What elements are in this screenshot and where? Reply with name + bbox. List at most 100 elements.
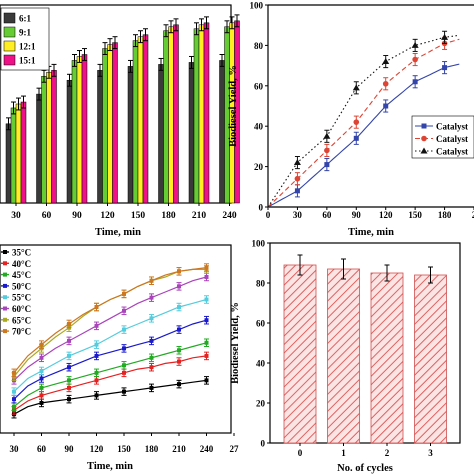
bar [198, 24, 205, 204]
legend-marker [3, 317, 7, 322]
data-point [122, 363, 126, 368]
y-tick-label: 40 [256, 359, 266, 369]
data-point [177, 348, 181, 353]
data-point [204, 353, 209, 358]
bar [188, 62, 195, 204]
series-line [267, 38, 460, 208]
data-point [122, 308, 126, 313]
data-point [94, 378, 99, 383]
bar [173, 24, 179, 204]
bar [10, 107, 17, 204]
data-point [352, 84, 360, 91]
data-point [353, 119, 360, 125]
data-point [149, 365, 154, 370]
series-line [13, 342, 207, 408]
bar [97, 70, 103, 204]
data-point [94, 342, 99, 347]
x-tick-label: 2 [385, 448, 390, 458]
y-tick-label: 80 [256, 279, 266, 289]
data-point [39, 342, 44, 347]
data-point [177, 327, 181, 332]
data-point [353, 135, 359, 141]
x-tick-label: 210 [172, 444, 186, 454]
x-tick-label: 150 [408, 210, 422, 220]
legend-marker [421, 123, 427, 129]
data-point [324, 147, 330, 154]
legend-marker [3, 272, 7, 277]
legend-label: 35°C [12, 248, 31, 258]
legend-marker [3, 329, 7, 334]
data-point [12, 389, 16, 394]
data-point [94, 393, 99, 398]
data-point [412, 79, 418, 85]
x-tick-label: 0 [298, 448, 303, 458]
bar [137, 36, 144, 204]
series-line [267, 34, 460, 208]
data-point [122, 327, 126, 332]
bar [132, 40, 139, 204]
bar [20, 101, 27, 204]
legend-marker [420, 147, 428, 154]
data-point [67, 378, 71, 383]
x-tick-label: 90 [65, 444, 75, 454]
legend-swatch [3, 54, 16, 66]
y-tick-label: 0 [261, 439, 266, 449]
bar [163, 30, 169, 204]
x-axis-label: Time, min [348, 227, 394, 238]
bar [5, 123, 12, 204]
data-point [382, 80, 389, 87]
data-point [149, 355, 154, 360]
bar [168, 26, 174, 204]
data-point [177, 382, 181, 387]
data-point [12, 404, 16, 409]
bar [41, 76, 47, 204]
data-point [67, 338, 71, 343]
bar [158, 64, 164, 204]
legend-label: 70°C [12, 327, 31, 337]
x-tick-label: 120 [90, 444, 104, 454]
x-tick-label: 240 [222, 211, 237, 221]
data-point [39, 385, 44, 390]
legend-label: Catalyst [436, 134, 468, 144]
series-line [13, 267, 207, 374]
plot-frame [269, 242, 461, 444]
y-axis-label: Biodiesel Yield, % [228, 65, 239, 147]
legend-swatch [3, 26, 16, 38]
x-axis-label: No. of cycles [337, 463, 393, 474]
data-point [122, 370, 126, 375]
data-point [149, 385, 154, 390]
bar [283, 264, 317, 444]
data-point [411, 41, 419, 48]
bar [102, 48, 108, 204]
data-point [149, 316, 154, 321]
data-point [94, 353, 99, 358]
x-tick-label: 3 [428, 448, 433, 458]
data-point [39, 368, 44, 373]
legend-marker [3, 306, 7, 311]
data-point [122, 346, 126, 351]
bar [112, 42, 118, 204]
data-point [67, 353, 71, 358]
y-tick-label: 60 [256, 319, 266, 329]
panel-line-temperature: 30 60 90 120 150 180 210 240 27 Time, min 35°C40°C… [0, 244, 239, 472]
data-point [204, 265, 209, 270]
bar [219, 60, 225, 204]
data-point [324, 162, 330, 168]
y-tick-label: 20 [256, 399, 266, 409]
x-tick-label: 120 [100, 211, 115, 221]
y-axis-label: Biodiesel Yield, % [230, 302, 241, 384]
data-point [204, 274, 209, 279]
data-point [177, 359, 181, 364]
x-tick-label: 180 [145, 444, 159, 454]
x-axis-label: Time, min [95, 227, 141, 238]
x-tick-label: 180 [438, 210, 452, 220]
legend-label: 45°C [12, 270, 31, 280]
panel-bar-molar-ratio: 30 60 90 120 150 180 210 240 Time, min 6:1 9:1 12:1… [0, 4, 240, 238]
data-point [323, 132, 331, 139]
data-point [39, 393, 44, 398]
data-point [177, 269, 181, 274]
data-point [149, 338, 154, 343]
data-point [122, 291, 126, 296]
data-point [12, 370, 16, 375]
